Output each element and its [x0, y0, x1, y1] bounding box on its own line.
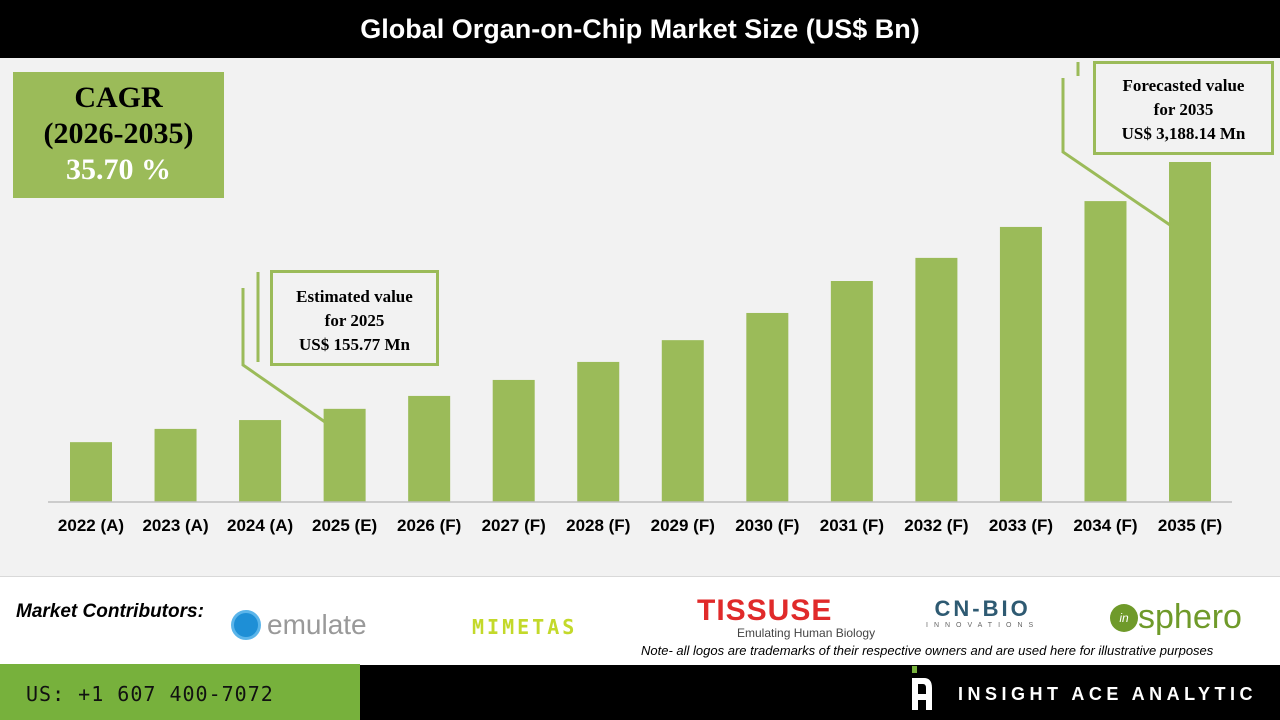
emulate-icon [231, 610, 261, 640]
x-tick-label: 2033 (F) [989, 516, 1053, 535]
insphero-icon: in [1110, 603, 1138, 632]
x-tick-label: 2027 (F) [482, 516, 546, 535]
mimetas-logo: MIMETAS [472, 615, 578, 639]
x-tick-label: 2026 (F) [397, 516, 461, 535]
callout-line: for 2035 [1153, 100, 1214, 119]
estimated-connector [241, 288, 326, 424]
bar-2025 [323, 408, 366, 502]
bar-2023 [154, 428, 197, 502]
emulate-wordmark: emulate [267, 609, 367, 640]
x-tick-label: 2029 (F) [651, 516, 715, 535]
callout-line: for 2025 [324, 311, 385, 330]
bar-2032 [915, 257, 958, 502]
callout-line: Forecasted value [1122, 76, 1245, 95]
brand-bar [360, 665, 1280, 720]
callout-line: Estimated value [296, 287, 413, 306]
x-tick-label: 2028 (F) [566, 516, 630, 535]
callout-value: US$ 3,188.14 Mn [1121, 124, 1246, 143]
cn-bio-tagline: INNOVATIONS [926, 622, 1040, 629]
callout-connectors [241, 62, 1171, 424]
x-tick-label: 2030 (F) [735, 516, 799, 535]
x-tick-label: 2022 (A) [58, 516, 124, 535]
x-tick-label: 2024 (A) [227, 516, 293, 535]
chart-title: Global Organ-on-Chip Market Size (US$ Bn… [0, 0, 1280, 58]
bar-2028 [577, 361, 620, 502]
x-tick-label: 2032 (F) [904, 516, 968, 535]
bar-2033 [999, 226, 1042, 502]
cagr-value: 35.70 % [66, 153, 171, 186]
bar-2034 [1084, 201, 1127, 502]
cn-bio-wordmark: CN-BIO [934, 596, 1031, 621]
tissuse-logo: TISSUSE Emulating Human Biology [697, 594, 876, 641]
trademark-note: Note- all logos are trademarks of their … [641, 643, 1214, 658]
x-tick-label: 2034 (F) [1073, 516, 1137, 535]
forecast-value-callout: Forecasted value for 2035 US$ 3,188.14 M… [1093, 61, 1274, 155]
insphero-wordmark: sphero [1138, 598, 1242, 636]
tissuse-tagline: Emulating Human Biology [737, 626, 876, 640]
callout-value: US$ 155.77 Mn [299, 335, 410, 354]
bar-2022 [70, 442, 112, 502]
insphero-logo: in sphero [1110, 598, 1242, 637]
x-tick-label: 2025 (E) [312, 516, 377, 535]
emulate-logo: emulate [231, 609, 367, 641]
cagr-period: (2026-2035) [43, 117, 194, 150]
market-contributors-label: Market Contributors: [16, 601, 204, 622]
x-tick-label: 2023 (A) [142, 516, 208, 535]
x-tick-label: 2031 (F) [820, 516, 884, 535]
estimated-value-callout: Estimated value for 2025 US$ 155.77 Mn [270, 270, 439, 366]
bar-2026 [408, 395, 451, 502]
phone-bar: US: +1 607 400-7072 [0, 664, 360, 720]
bar-2031 [830, 281, 873, 502]
phone-number[interactable]: US: +1 607 400-7072 [26, 682, 274, 706]
cn-bio-logo: CN-BIO INNOVATIONS [926, 596, 1039, 629]
bar-chart: 2022 (A) 2023 (A) 2024 (A) 2025 (E) 2026 (F)… [48, 62, 1232, 535]
bar-2029 [661, 340, 704, 502]
brand-name: INSIGHT ACE ANALYTIC [958, 684, 1258, 704]
x-tick-label: 2035 (F) [1158, 516, 1222, 535]
cagr-box: CAGR (2026-2035) 35.70 % [13, 72, 224, 198]
bar-2027 [492, 379, 535, 502]
bar-2024 [239, 420, 282, 502]
insight-ace-logo-icon [912, 666, 932, 710]
tissuse-wordmark: TISSUSE [697, 594, 833, 627]
forecast-connector [1061, 78, 1171, 227]
bar-2035 [1169, 162, 1212, 502]
bar-2030 [746, 312, 789, 502]
cagr-label: CAGR [74, 81, 163, 114]
